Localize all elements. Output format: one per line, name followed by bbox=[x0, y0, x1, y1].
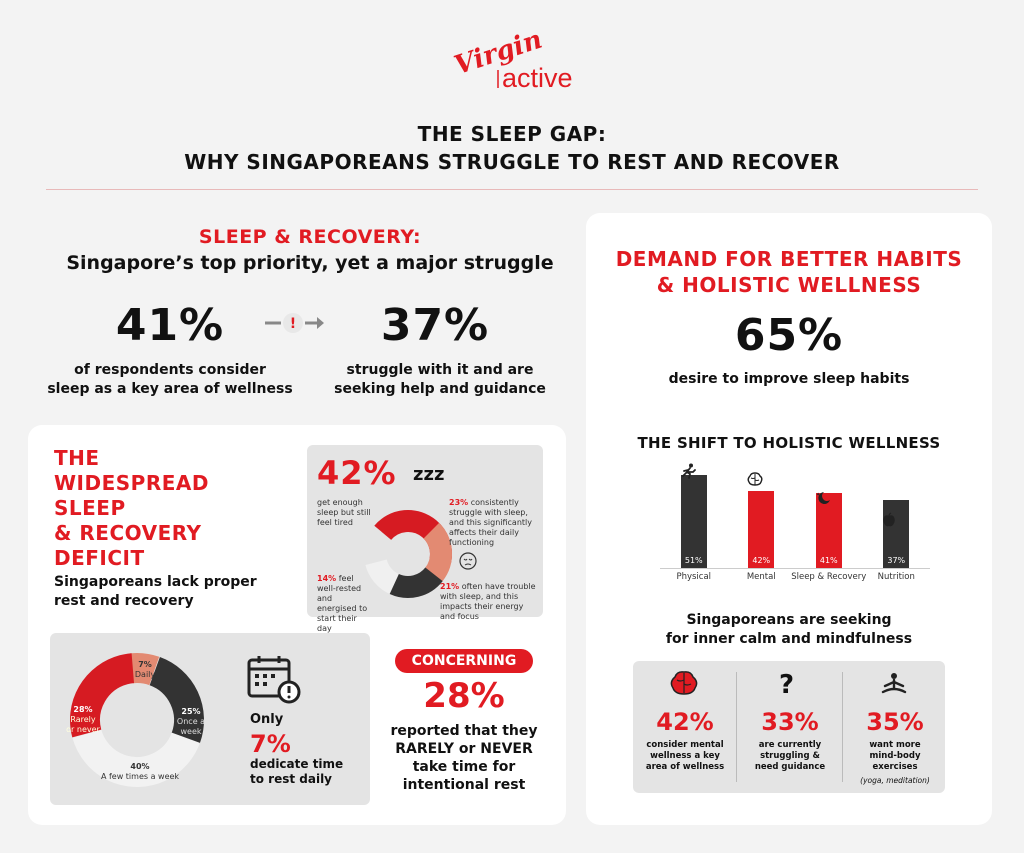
demand-title: DEMAND FOR BETTER HABITS & HOLISTIC WELL… bbox=[615, 247, 963, 297]
question-icon: ? bbox=[779, 670, 795, 700]
donut1-slice-14 bbox=[364, 510, 452, 598]
inner-calm-caption: Singaporeans are seeking for inner calm … bbox=[665, 612, 913, 647]
panel-divider-1 bbox=[736, 672, 737, 782]
donut1-label-23: 23% consistently struggle with sleep, an… bbox=[449, 498, 532, 547]
donut1-label-42: get enough sleep but still feel tired bbox=[317, 498, 371, 527]
daily-rest-caption: dedicate time to rest daily bbox=[250, 757, 344, 786]
stat-37-caption: struggle with it and are seeking help an… bbox=[334, 362, 546, 397]
donut2-label-few: 40% A few times a week bbox=[100, 762, 180, 781]
bar-value-label: 51% bbox=[684, 556, 703, 565]
donut1-slice-23 bbox=[364, 510, 452, 598]
stat-41-value: 41% bbox=[115, 300, 225, 351]
demand-pct: 65% bbox=[734, 310, 844, 361]
donut1-chart bbox=[364, 510, 452, 598]
bar-value-label: 42% bbox=[752, 556, 771, 565]
running-icon bbox=[682, 463, 696, 479]
sleep-recovery-heading: SLEEP & RECOVERY: Singapore’s top priori… bbox=[66, 226, 554, 274]
bar-mental bbox=[748, 491, 775, 568]
bar-value-label: 41% bbox=[819, 556, 838, 565]
bar-physical bbox=[680, 475, 707, 568]
stat-41-caption: of respondents consider sleep as a key a… bbox=[47, 362, 293, 397]
bar-category-label: Mental bbox=[746, 572, 776, 582]
bar-value-label: 37% bbox=[887, 556, 906, 565]
donut2-slice-weekly bbox=[70, 653, 204, 787]
holistic-bar-chart: 51% 42% 41% 37% bbox=[660, 460, 930, 568]
donut2-label-rarely: 28% Rarely or never bbox=[66, 705, 100, 734]
donut1-label-14: 14% feel well-rested and energised to st… bbox=[317, 574, 368, 633]
stat-need-guidance: 33% are currently struggling & need guid… bbox=[754, 708, 826, 772]
donut2-label-weekly: 25% Once a week bbox=[176, 707, 206, 736]
daily-rest-pct: 7% bbox=[250, 730, 291, 758]
apple-icon bbox=[883, 512, 895, 527]
donut2-chart bbox=[70, 653, 204, 787]
calendar-alert-icon bbox=[247, 656, 301, 704]
stat-mental-wellness: 42% consider mental wellness a key area … bbox=[645, 708, 725, 772]
svg-text:!: ! bbox=[290, 316, 296, 332]
panel-divider-2 bbox=[842, 672, 843, 782]
deficit-subtitle: Singaporeans lack proper rest and recove… bbox=[54, 574, 257, 609]
only-label: Only bbox=[250, 712, 284, 727]
bar-category-label: Nutrition bbox=[877, 572, 915, 582]
shift-title: THE SHIFT TO HOLISTIC WELLNESS bbox=[637, 434, 941, 452]
donut1-big-pct: 42% bbox=[317, 454, 397, 492]
moon-stars-icon: ✦ bbox=[816, 492, 830, 504]
bar-nutrition bbox=[883, 500, 910, 568]
deficit-title: THE WIDESPREAD SLEEP & RECOVERY DEFICIT bbox=[54, 446, 209, 570]
brain-icon bbox=[747, 472, 763, 486]
donut1-label-21: 21% often have trouble with sleep, and t… bbox=[440, 582, 536, 621]
donut2-label-daily: 7% Daily bbox=[134, 660, 156, 679]
bar-category-label: Sleep & Recovery bbox=[791, 572, 867, 582]
stat-mind-body: 35% want more mind-body exercises (yoga,… bbox=[860, 708, 930, 785]
bar-sleep-recovery bbox=[815, 492, 842, 568]
demand-caption: desire to improve sleep habits bbox=[668, 371, 910, 387]
concerning-caption: reported that they RARELY or NEVER take … bbox=[390, 723, 538, 793]
page-title: THE SLEEP GAP: WHY SINGAPOREANS STRUGGLE… bbox=[184, 122, 840, 174]
tired-face-icon bbox=[459, 552, 477, 570]
arrow-alert-icon: ! bbox=[265, 313, 324, 333]
brain-red-icon bbox=[670, 671, 698, 695]
bar-category-label: Physical bbox=[676, 572, 712, 582]
chart-baseline bbox=[660, 568, 930, 569]
title-divider bbox=[46, 189, 978, 190]
chart-categories: Physical Mental Sleep & Recovery Nutrition bbox=[660, 572, 930, 586]
svg-text:active: active bbox=[502, 63, 573, 93]
zzz-icon: zᴢᴢ bbox=[413, 464, 445, 485]
concerning-badge: CONCERNING bbox=[395, 649, 533, 673]
stat-37-value: 37% bbox=[380, 300, 490, 351]
svg-text:✦: ✦ bbox=[816, 492, 820, 498]
meditation-icon bbox=[881, 673, 907, 694]
concerning-pct: 28% bbox=[423, 676, 505, 716]
virgin-active-logo: Virgin active bbox=[451, 30, 573, 93]
